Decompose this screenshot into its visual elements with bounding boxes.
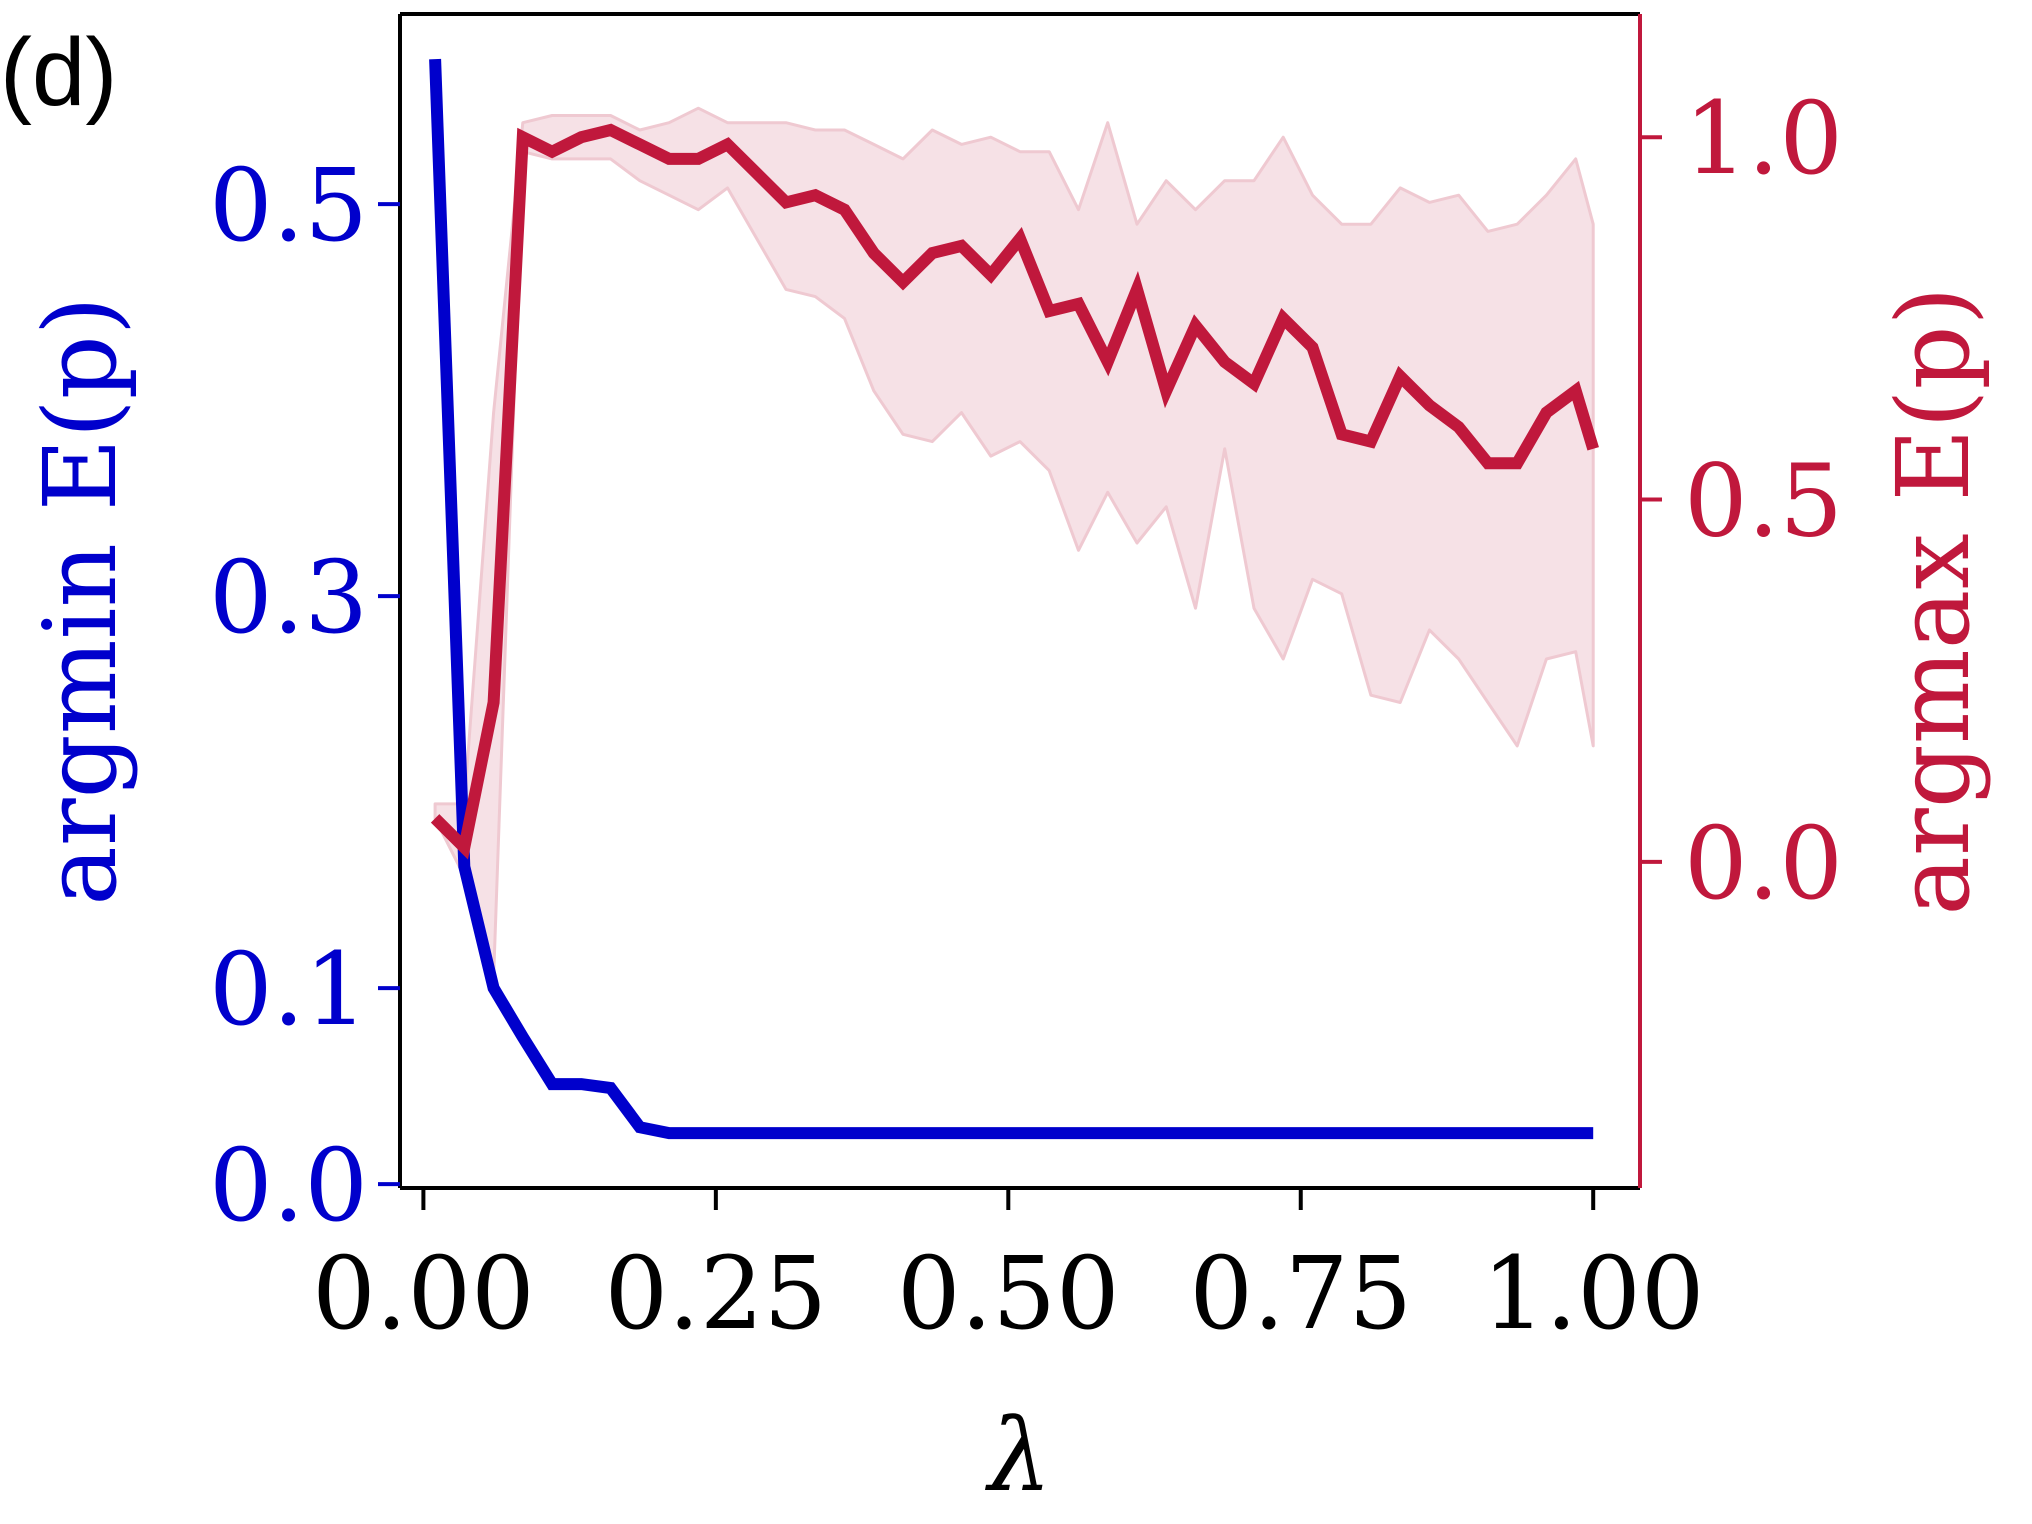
x-tick-label: 0.25 — [605, 1235, 828, 1352]
axes-layer — [378, 12, 1662, 1210]
series-right-line — [430, 123, 1599, 860]
x-tick-label: 0.75 — [1189, 1235, 1412, 1352]
left-y-tick-label: 0.1 — [209, 931, 368, 1048]
panel-label: (d) — [0, 19, 117, 126]
left-y-tick-label: 0.3 — [209, 539, 368, 656]
right-y-axis-title: argmax E(p) — [1875, 286, 1992, 915]
right-y-tick-label: 0.5 — [1684, 443, 1843, 560]
confidence-band-layer — [433, 106, 1595, 980]
series-left-line — [429, 58, 1594, 1140]
right-y-tick-label: 1.0 — [1684, 80, 1843, 197]
left-y-tick-label: 0.0 — [209, 1127, 368, 1244]
x-tick-label: 0.50 — [897, 1235, 1120, 1352]
tick-labels-layer: 0.00 0.25 0.50 0.75 1.00 0.0 0.1 0.3 0.5 0.0 0.5 1.… — [209, 80, 1843, 1352]
left-y-tick-label: 0.5 — [209, 147, 368, 264]
series-right-band — [433, 106, 1595, 980]
x-tick-label: 1.00 — [1482, 1235, 1705, 1352]
series-lines-layer — [429, 58, 1599, 1140]
right-y-tick-label: 0.0 — [1684, 805, 1843, 922]
x-tick-label: 0.00 — [312, 1235, 535, 1352]
left-y-axis-title: argmin E(p) — [22, 296, 139, 905]
x-axis-title: λ — [984, 1397, 1051, 1514]
